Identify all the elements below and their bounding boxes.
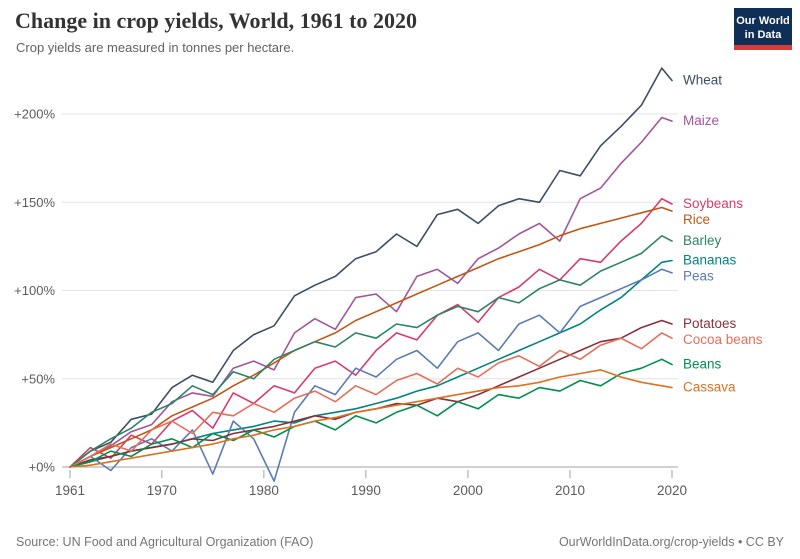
series-line-rice[interactable] xyxy=(69,206,673,468)
x-tick-label: 2010 xyxy=(555,483,585,498)
series-label-peas[interactable]: Peas xyxy=(683,268,714,283)
x-tick-label: 1990 xyxy=(351,483,381,498)
owid-logo[interactable]: Our World in Data xyxy=(734,8,792,50)
y-tick-label: +0% xyxy=(29,460,56,475)
owid-logo-accent xyxy=(734,45,792,50)
owid-logo-line2: in Data xyxy=(744,29,782,42)
x-tick-label: 1980 xyxy=(249,483,279,498)
series-label-soybeans[interactable]: Soybeans xyxy=(683,196,743,211)
y-tick-label: +50% xyxy=(21,371,55,386)
series-label-rice[interactable]: Rice xyxy=(683,212,710,227)
series-label-potatoes[interactable]: Potatoes xyxy=(683,316,737,331)
series-line-bananas[interactable] xyxy=(69,259,673,468)
series-label-cocoa-beans[interactable]: Cocoa beans xyxy=(683,332,763,347)
series-label-wheat[interactable]: Wheat xyxy=(683,72,722,87)
owid-logo-line1: Our World xyxy=(736,15,790,27)
series-line-maize[interactable] xyxy=(69,116,673,468)
series-label-cassava[interactable]: Cassava xyxy=(683,380,736,395)
x-tick-label: 1970 xyxy=(147,483,177,498)
page-title: Change in crop yields, World, 1961 to 20… xyxy=(15,8,417,33)
source-note: Source: UN Food and Agricultural Organiz… xyxy=(16,535,314,549)
chart-footer: Source: UN Food and Agricultural Organiz… xyxy=(0,535,800,549)
chart-subtitle: Crop yields are measured in tonnes per h… xyxy=(16,40,295,55)
series-label-maize[interactable]: Maize xyxy=(683,113,719,128)
series-label-barley[interactable]: Barley xyxy=(683,233,722,248)
series-label-bananas[interactable]: Bananas xyxy=(683,252,737,267)
y-tick-label: +150% xyxy=(14,195,55,210)
x-tick-label: 2020 xyxy=(657,483,687,498)
series-line-potatoes[interactable] xyxy=(69,319,673,468)
x-tick-label: 1961 xyxy=(55,483,85,498)
series-line-beans[interactable] xyxy=(69,358,673,468)
attribution-link[interactable]: OurWorldInData.org/crop-yields • CC BY xyxy=(558,535,784,549)
y-tick-label: +100% xyxy=(14,283,55,298)
series-line-barley[interactable] xyxy=(69,235,673,468)
series-line-cocoa-beans[interactable] xyxy=(69,332,673,468)
series-label-beans[interactable]: Beans xyxy=(683,357,722,372)
series-line-wheat[interactable] xyxy=(69,67,673,468)
series-line-cassava[interactable] xyxy=(69,369,673,468)
x-tick-label: 2000 xyxy=(453,483,483,498)
y-tick-label: +200% xyxy=(14,107,55,122)
series-line-peas[interactable] xyxy=(69,268,673,482)
